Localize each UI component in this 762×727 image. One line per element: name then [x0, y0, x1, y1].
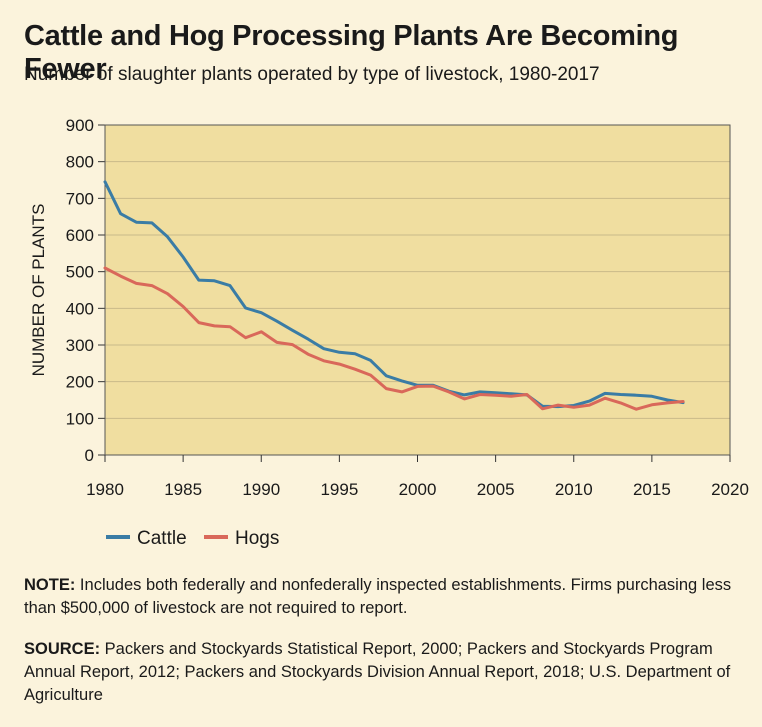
series-line-hogs	[103, 266, 685, 411]
x-tick-label: 1995	[320, 480, 358, 499]
y-tick-label: 0	[85, 446, 94, 465]
y-axis-label: NUMBER OF PLANTS	[29, 204, 48, 377]
x-tick-label: 2020	[711, 480, 749, 499]
y-tick-label: 900	[66, 116, 94, 135]
y-tick-label: 800	[66, 153, 94, 172]
y-tick-label: 100	[66, 409, 94, 428]
y-tick-label: 500	[66, 263, 94, 282]
x-tick-label: 2005	[477, 480, 515, 499]
line-chart: 0 100 200 300 400 500 600 700 800 900 1980 1985 1990…	[29, 116, 749, 549]
chart-subtitle: Number of slaughter plants operated by t…	[24, 64, 600, 85]
source-label: SOURCE:	[24, 640, 101, 658]
y-tick-label: 600	[66, 226, 94, 245]
x-tick-label: 2000	[399, 480, 437, 499]
x-tick-label: 1980	[86, 480, 124, 499]
x-tick-label: 2015	[633, 480, 671, 499]
chart-title: Cattle and Hog Processing Plants Are Bec…	[24, 20, 679, 85]
x-tick-label: 2010	[555, 480, 593, 499]
source-text: SOURCE: Packers and Stockyards Statistic…	[24, 638, 740, 707]
note-label: NOTE:	[24, 576, 76, 594]
plot-area	[105, 125, 730, 455]
x-tick-label: 1985	[164, 480, 202, 499]
y-tick-label: 400	[66, 299, 94, 318]
y-tick-label: 300	[66, 336, 94, 355]
x-tick-label: 1990	[242, 480, 280, 499]
source-body: Packers and Stockyards Statistical Repor…	[24, 640, 731, 704]
note-body: Includes both federally and nonfederally…	[24, 576, 732, 617]
y-tick-label: 200	[66, 373, 94, 392]
series-line-cattle	[103, 180, 685, 409]
legend-label-cattle: Cattle	[137, 528, 187, 549]
y-tick-label: 700	[66, 189, 94, 208]
note-text: NOTE: Includes both federally and nonfed…	[24, 574, 740, 620]
legend-label-hogs: Hogs	[235, 528, 279, 549]
